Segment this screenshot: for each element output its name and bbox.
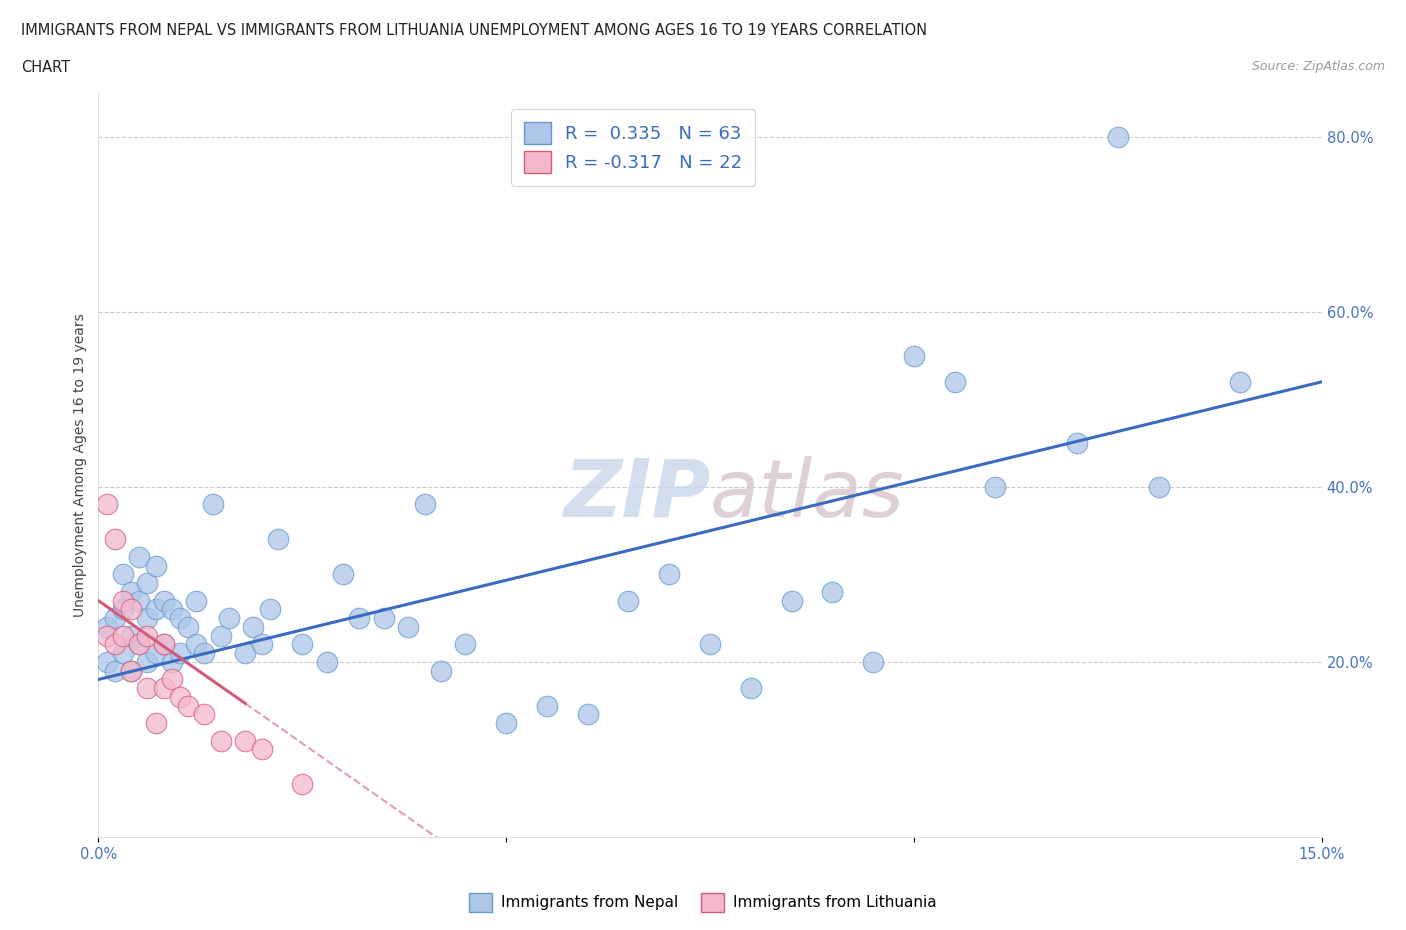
Text: Source: ZipAtlas.com: Source: ZipAtlas.com	[1251, 60, 1385, 73]
Point	[201, 497, 224, 512]
Point	[177, 698, 200, 713]
Text: ZIP: ZIP	[562, 456, 710, 534]
Point	[209, 629, 232, 644]
Point	[576, 707, 599, 722]
Point	[617, 593, 640, 608]
Point	[96, 629, 118, 644]
Point	[658, 567, 681, 582]
Point	[145, 602, 167, 617]
Point	[218, 611, 240, 626]
Point	[160, 672, 183, 687]
Point	[111, 593, 134, 608]
Point	[120, 629, 142, 644]
Point	[250, 742, 273, 757]
Point	[315, 655, 337, 670]
Point	[104, 532, 127, 547]
Point	[332, 567, 354, 582]
Point	[152, 681, 174, 696]
Legend: R =  0.335   N = 63, R = -0.317   N = 22: R = 0.335 N = 63, R = -0.317 N = 22	[512, 110, 755, 186]
Point	[1147, 480, 1170, 495]
Point	[111, 645, 134, 660]
Point	[160, 602, 183, 617]
Point	[984, 480, 1007, 495]
Point	[120, 663, 142, 678]
Point	[128, 637, 150, 652]
Point	[193, 645, 215, 660]
Point	[291, 777, 314, 792]
Point	[250, 637, 273, 652]
Point	[186, 637, 208, 652]
Point	[862, 655, 884, 670]
Point	[903, 348, 925, 363]
Point	[193, 707, 215, 722]
Point	[780, 593, 803, 608]
Point	[396, 619, 419, 634]
Point	[128, 593, 150, 608]
Point	[169, 689, 191, 704]
Point	[136, 576, 159, 591]
Point	[152, 637, 174, 652]
Point	[454, 637, 477, 652]
Point	[120, 663, 142, 678]
Point	[186, 593, 208, 608]
Point	[111, 602, 134, 617]
Point	[242, 619, 264, 634]
Point	[169, 645, 191, 660]
Point	[413, 497, 436, 512]
Point	[373, 611, 395, 626]
Point	[152, 593, 174, 608]
Point	[136, 655, 159, 670]
Point	[104, 637, 127, 652]
Point	[152, 637, 174, 652]
Point	[128, 550, 150, 565]
Point	[1229, 375, 1251, 390]
Point	[259, 602, 281, 617]
Point	[160, 655, 183, 670]
Point	[145, 716, 167, 731]
Point	[96, 619, 118, 634]
Point	[104, 611, 127, 626]
Point	[169, 611, 191, 626]
Point	[145, 645, 167, 660]
Point	[120, 602, 142, 617]
Point	[267, 532, 290, 547]
Point	[177, 619, 200, 634]
Point	[536, 698, 558, 713]
Point	[128, 637, 150, 652]
Point	[111, 567, 134, 582]
Point	[104, 663, 127, 678]
Point	[495, 716, 517, 731]
Point	[349, 611, 371, 626]
Point	[233, 733, 256, 748]
Point	[145, 558, 167, 573]
Point	[740, 681, 762, 696]
Point	[136, 611, 159, 626]
Point	[943, 375, 966, 390]
Point	[209, 733, 232, 748]
Point	[1107, 129, 1129, 144]
Point	[120, 584, 142, 599]
Y-axis label: Unemployment Among Ages 16 to 19 years: Unemployment Among Ages 16 to 19 years	[73, 313, 87, 617]
Text: CHART: CHART	[21, 60, 70, 75]
Text: atlas: atlas	[710, 456, 905, 534]
Point	[821, 584, 844, 599]
Point	[96, 655, 118, 670]
Point	[699, 637, 721, 652]
Point	[111, 629, 134, 644]
Legend: Immigrants from Nepal, Immigrants from Lithuania: Immigrants from Nepal, Immigrants from L…	[463, 887, 943, 918]
Point	[136, 681, 159, 696]
Point	[233, 645, 256, 660]
Point	[1066, 435, 1088, 450]
Point	[430, 663, 453, 678]
Text: IMMIGRANTS FROM NEPAL VS IMMIGRANTS FROM LITHUANIA UNEMPLOYMENT AMONG AGES 16 TO: IMMIGRANTS FROM NEPAL VS IMMIGRANTS FROM…	[21, 23, 927, 38]
Point	[96, 497, 118, 512]
Point	[291, 637, 314, 652]
Point	[136, 629, 159, 644]
